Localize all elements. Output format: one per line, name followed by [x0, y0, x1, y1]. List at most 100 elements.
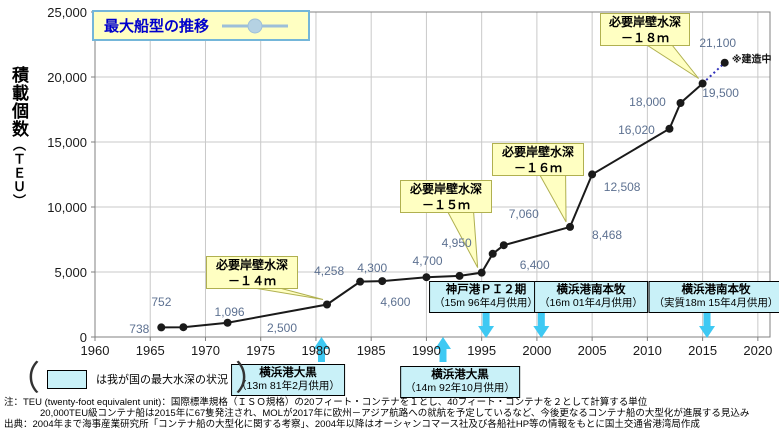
plot-border: [94, 11, 771, 338]
callout-text: 必要岸壁水深: [409, 182, 482, 196]
callout-depth: －１６ｍ: [513, 160, 562, 175]
quay-depth-callout: 必要岸壁水深 －１６ｍ: [492, 143, 584, 176]
x-axis-tick-label: 2005: [577, 343, 607, 358]
data-label: 12,508: [603, 180, 641, 195]
x-axis-tick-label: 1990: [411, 343, 441, 358]
x-axis-tick-label: 2010: [632, 343, 662, 358]
y-axis-tick-label: 20,000: [47, 70, 87, 85]
data-label: 6,400: [519, 257, 550, 272]
depth-box-key: （ は我が国の最大水深の状況 ）: [6, 360, 269, 398]
port-depth-box: 横浜港大黒 （13m 81年2月供用）: [231, 364, 345, 396]
callout-tail: [538, 174, 567, 223]
callout-text: 必要岸壁水深: [608, 15, 681, 29]
port-depth-detail: （16m 01年4月供用）: [539, 297, 643, 310]
data-label: 4,258: [314, 263, 345, 278]
port-depth-box: 横浜港大黒 （14m 92年10月供用）: [400, 366, 520, 398]
data-point-marker: [378, 277, 387, 286]
callout-text: 必要岸壁水深: [215, 258, 288, 272]
data-label: 4,950: [441, 235, 472, 250]
quay-depth-callout: 必要岸壁水深 －１４ｍ: [206, 256, 298, 289]
callout-depth: －１５ｍ: [421, 197, 470, 212]
cyan-swatch-icon: [47, 369, 87, 389]
data-label: 16,020: [618, 122, 655, 137]
data-label: 752: [151, 295, 172, 310]
y-axis-title: 積載個数（ＴＥＵ）: [6, 66, 31, 208]
port-depth-detail: （14m 92年10月供用）: [405, 382, 515, 395]
callout-tail: [253, 287, 324, 300]
arrow-down-icon: [699, 313, 716, 338]
key-label: は我が国の最大水深の状況: [96, 374, 228, 386]
data-label: 2,500: [266, 320, 297, 335]
port-depth-detail: （13m 81年2月供用）: [236, 380, 340, 393]
data-point-marker: [422, 273, 431, 282]
data-point-marker: [720, 58, 729, 67]
data-point-marker: [223, 318, 232, 327]
port-depth-detail: （15m 96年4月供用）: [434, 297, 538, 310]
data-point-marker: [698, 79, 707, 88]
y-axis-tick-label: 5,000: [54, 265, 87, 280]
arrow-down-icon: [478, 313, 495, 338]
data-point-marker: [356, 277, 365, 286]
y-axis-title-unit: （ＴＥＵ）: [11, 138, 26, 208]
data-point-marker: [157, 323, 166, 332]
under-construction-note: ※建造中: [731, 54, 772, 66]
x-axis-tick-label: 2020: [743, 343, 773, 358]
x-axis-tick-label: 1995: [467, 343, 497, 358]
x-axis-tick-label: 2015: [688, 343, 718, 358]
data-point-marker: [179, 323, 188, 332]
data-label: 21,100: [699, 35, 737, 50]
data-label: 4,300: [357, 261, 388, 276]
port-name: 横浜港大黒: [259, 367, 317, 379]
arrow-down-icon: [533, 313, 550, 338]
y-axis-tick-label: 0: [79, 330, 87, 345]
footnote-outlook: 20,000TEU級コンテナ船は2015年に67隻発注され、MOLが2017年に…: [40, 408, 750, 419]
under-construction-dotted-line: [701, 61, 726, 85]
port-name: 横浜港南本牧: [556, 284, 626, 296]
footnote-source: 出典：2004年まで海事産業研究所「コンテナ船の大型化に関する考察」、2004年…: [4, 419, 700, 430]
data-point-marker: [665, 124, 674, 133]
legend-title: 最大船型の推移: [104, 18, 210, 35]
data-point-marker: [676, 99, 685, 107]
arrow-up-icon: [313, 337, 330, 362]
port-name: 横浜港大黒: [431, 369, 489, 381]
data-label: 4,600: [380, 295, 411, 310]
footnote-teu-definition: 注：TEU (twenty-foot equivalent unit)：国際標準…: [4, 397, 648, 408]
callout-tail: [645, 44, 700, 79]
data-point-marker: [455, 271, 464, 280]
y-axis-tick-label: 15,000: [47, 135, 87, 150]
x-axis-tick-label: 1960: [80, 343, 110, 358]
x-axis-tick-label: 1985: [356, 343, 386, 358]
data-label: 7,060: [508, 207, 539, 222]
data-label: 8,468: [592, 227, 623, 242]
legend: 最大船型の推移: [92, 10, 310, 41]
x-axis-tick-label: 1970: [191, 343, 220, 358]
key-close-paren: ）: [235, 360, 269, 398]
port-depth-box: 横浜港南本牧 （実質18m 15年4月供用）: [648, 281, 779, 313]
port-depth-box: 横浜港南本牧 （16m 01年4月供用）: [534, 281, 648, 313]
quay-depth-callout: 必要岸壁水深 －１８ｍ: [600, 13, 690, 46]
arrow-up-icon: [434, 337, 451, 362]
port-depth-box: 神戸港ＰＩ２期 （15m 96年4月供用）: [429, 281, 543, 313]
callout-text: 必要岸壁水深: [501, 145, 574, 159]
x-axis-tick-label: 1975: [246, 343, 276, 358]
series-line: [161, 82, 704, 329]
port-depth-detail: （実質18m 15年4月供用）: [653, 297, 779, 310]
port-name: 神戸港ＰＩ２期: [445, 284, 527, 296]
port-name: 横浜港南本牧: [681, 284, 751, 296]
data-point-marker: [488, 249, 497, 258]
data-point-marker: [588, 170, 597, 179]
data-point-marker: [477, 268, 486, 277]
x-axis-tick-label: 1980: [301, 343, 331, 358]
key-open-paren: （: [6, 360, 40, 398]
data-label: 4,700: [412, 253, 443, 268]
x-axis-tick-label: 2000: [522, 343, 552, 358]
x-axis-tick-label: 1965: [135, 343, 165, 358]
y-axis-tick-label: 10,000: [47, 200, 87, 215]
data-label: 18,000: [629, 95, 666, 109]
footnotes: 注：TEU (twenty-foot equivalent unit)：国際標準…: [4, 397, 779, 430]
data-point-marker: [566, 222, 575, 231]
data-point-marker: [499, 241, 508, 250]
callout-depth: －１４ｍ: [227, 273, 276, 288]
quay-depth-callout: 必要岸壁水深 －１５ｍ: [400, 180, 492, 213]
